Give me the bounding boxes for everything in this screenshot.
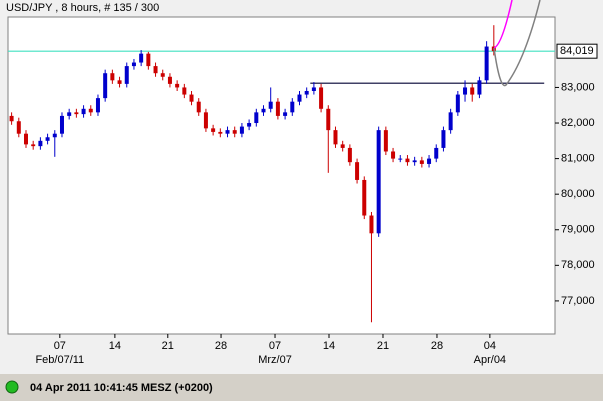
x-tick-label: 14 xyxy=(323,340,335,352)
candle-body xyxy=(347,147,352,163)
candle-body xyxy=(340,144,345,148)
candle-body xyxy=(398,158,403,160)
timestamp: 04 Apr 2011 10:41:45 MESZ (+0200) xyxy=(30,382,213,394)
x-tick-label: 28 xyxy=(215,340,227,352)
plot-area xyxy=(7,16,556,335)
x-tick-label: 04 xyxy=(484,340,496,352)
candle-body xyxy=(203,112,208,129)
y-tick-label: 83,000 xyxy=(561,81,595,93)
candle-body xyxy=(405,158,410,163)
candle-body xyxy=(103,73,108,99)
status-icon xyxy=(5,380,19,394)
candle-body xyxy=(139,53,144,63)
candle-body xyxy=(182,87,187,95)
candle-body xyxy=(232,130,237,134)
candle-body xyxy=(38,140,43,147)
candle-body xyxy=(88,108,93,113)
candle-body xyxy=(117,80,122,84)
x-major-label: Mrz/07 xyxy=(258,354,292,366)
candle-body xyxy=(275,101,280,116)
candle-body xyxy=(175,83,180,88)
candle-body xyxy=(16,121,21,134)
candle-body xyxy=(131,62,136,67)
x-tick-label: 21 xyxy=(377,340,389,352)
candle-body xyxy=(95,98,100,113)
candle-body xyxy=(283,112,288,116)
candle-body xyxy=(59,115,64,134)
current-price-box xyxy=(556,43,598,59)
candle-body xyxy=(23,133,28,145)
candle-body xyxy=(189,94,194,102)
candle-body xyxy=(455,94,460,113)
candle-body xyxy=(239,126,244,134)
y-tick-label: 79,000 xyxy=(561,224,595,236)
candle-body xyxy=(31,144,36,147)
candle-body xyxy=(391,151,396,159)
candle-body xyxy=(81,108,86,115)
current-price-label: 84,019 xyxy=(560,45,594,57)
y-tick-label: 80,000 xyxy=(561,188,595,200)
candle-body xyxy=(247,123,252,127)
candle-body xyxy=(290,101,295,113)
candle-body xyxy=(74,112,79,115)
candle-body xyxy=(254,112,259,124)
candle-body xyxy=(146,53,151,67)
x-tick-label: 07 xyxy=(269,340,281,352)
x-major-label: Apr/04 xyxy=(474,354,506,366)
candle-body xyxy=(9,115,14,122)
x-tick-label: 28 xyxy=(431,340,443,352)
candle-body xyxy=(211,128,216,132)
candle-body xyxy=(167,76,172,84)
candle-body xyxy=(268,101,273,109)
candle-body xyxy=(434,147,439,159)
candle-body xyxy=(427,158,432,164)
candle-body xyxy=(297,94,302,102)
y-tick-label: 77,000 xyxy=(561,295,595,307)
candle-body xyxy=(196,101,201,113)
x-tick-label: 07 xyxy=(54,340,66,352)
candle-body xyxy=(463,87,468,95)
candle-body xyxy=(124,66,129,84)
candle-body xyxy=(333,130,338,145)
candle-body xyxy=(52,133,57,138)
candle-body xyxy=(419,160,424,164)
candle-body xyxy=(45,137,50,141)
projection-alt xyxy=(493,0,541,87)
candle-body xyxy=(362,179,367,216)
candle-body xyxy=(355,162,360,180)
candle-body xyxy=(218,131,223,134)
x-tick-label: 14 xyxy=(109,340,121,352)
chart-title: USD/JPY , 8 hours, # 135 / 300 xyxy=(6,2,159,14)
candle-body xyxy=(383,130,388,152)
candle-body xyxy=(412,160,417,163)
projection-up xyxy=(493,0,513,49)
candle-body xyxy=(110,73,115,81)
candle-body xyxy=(319,87,324,109)
candle-body xyxy=(304,91,309,95)
status-bar xyxy=(0,374,603,401)
candle-body xyxy=(326,108,331,131)
y-tick-label: 78,000 xyxy=(561,259,595,271)
candle-body xyxy=(369,215,374,234)
candle-body xyxy=(160,73,165,77)
candle-body xyxy=(225,130,230,134)
y-tick-label: 81,000 xyxy=(561,153,595,165)
candle-body xyxy=(477,80,482,95)
candle-body xyxy=(376,130,381,234)
candle-body xyxy=(441,130,446,148)
candle-body xyxy=(67,112,72,116)
candle-body xyxy=(153,66,158,74)
candle-body xyxy=(484,46,489,81)
x-tick-label: 21 xyxy=(162,340,174,352)
x-major-label: Feb/07/11 xyxy=(35,354,84,366)
candle-body xyxy=(448,112,453,131)
candle-body xyxy=(470,87,475,95)
plot: 77,000 78,000 79,000 80,000 81,000 82,000 83,0… xyxy=(8,25,598,366)
candle-body xyxy=(261,108,266,113)
y-tick-label: 82,000 xyxy=(561,117,595,129)
candle-body xyxy=(311,87,316,92)
